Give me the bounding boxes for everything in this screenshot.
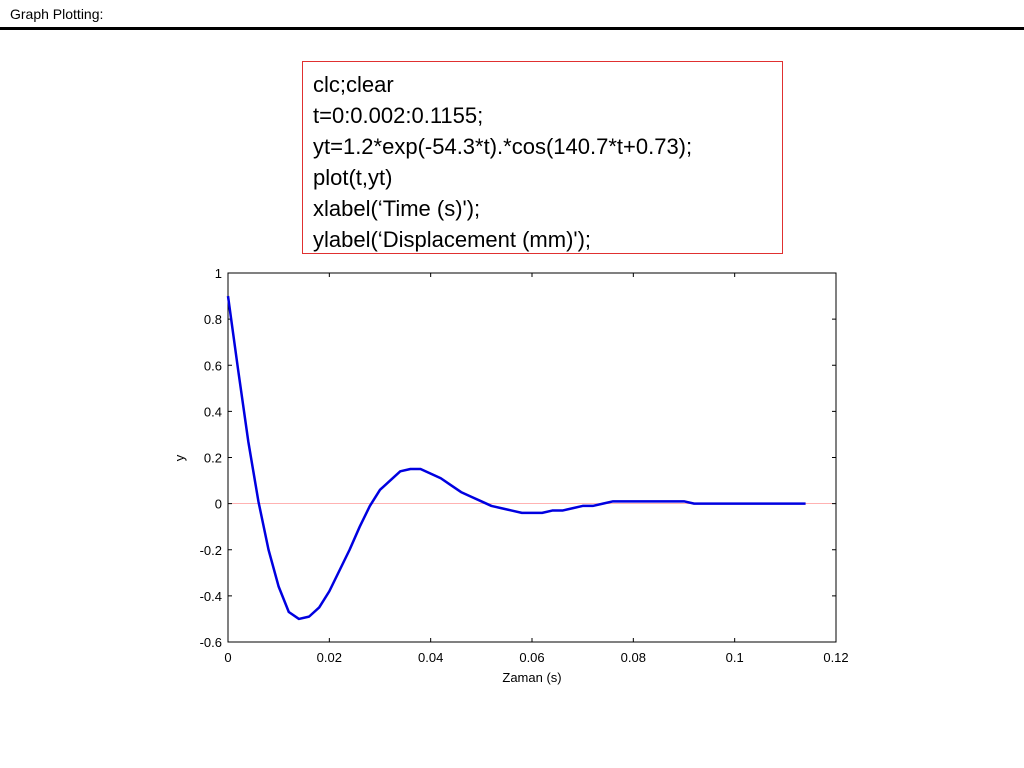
code-line: plot(t,yt) xyxy=(313,165,393,190)
code-box: clc;clear t=0:0.002:0.1155; yt=1.2*exp(-… xyxy=(302,61,783,254)
code-line: xlabel(‘Time (s)'); xyxy=(313,196,481,221)
y-axis-label: y xyxy=(172,454,187,461)
title-divider xyxy=(0,27,1024,30)
code-line: yt=1.2*exp(-54.3*t).*cos(140.7*t+0.73); xyxy=(313,134,693,159)
y-tick-label: -0.6 xyxy=(200,635,222,650)
slide-title: Graph Plotting: xyxy=(10,6,104,22)
x-tick-label: 0.08 xyxy=(621,650,646,665)
y-tick-label: -0.4 xyxy=(200,589,222,604)
x-tick-label: 0.06 xyxy=(519,650,544,665)
code-line: t=0:0.002:0.1155; xyxy=(313,103,484,128)
x-tick-label: 0 xyxy=(224,650,231,665)
code-line: clc;clear xyxy=(313,72,394,97)
series-line xyxy=(226,295,806,621)
y-tick-label: 0.6 xyxy=(204,358,222,373)
y-tick-label: 0.4 xyxy=(204,404,222,419)
y-tick-label: 1 xyxy=(215,266,222,281)
ticks-layer: 0 0.02 0.04 0.06 0.08 0.1 0.12 -0.6 -0.4 -0.2 0 0.2… xyxy=(200,266,849,665)
y-tick-label: 0.2 xyxy=(204,451,222,466)
y-tick-label: 0 xyxy=(215,497,222,512)
x-tick-label: 0.04 xyxy=(418,650,443,665)
x-tick-label: 0.12 xyxy=(823,650,848,665)
y-tick-label: -0.2 xyxy=(200,543,222,558)
x-axis-label: Zaman (s) xyxy=(502,670,561,685)
plot-frame xyxy=(227,272,837,643)
y-tick-label: 0.8 xyxy=(204,312,222,327)
x-tick-label: 0.1 xyxy=(726,650,744,665)
x-tick-label: 0.02 xyxy=(317,650,342,665)
series-layer xyxy=(226,295,806,621)
code-line: ylabel(‘Displacement (mm)'); xyxy=(313,227,592,252)
